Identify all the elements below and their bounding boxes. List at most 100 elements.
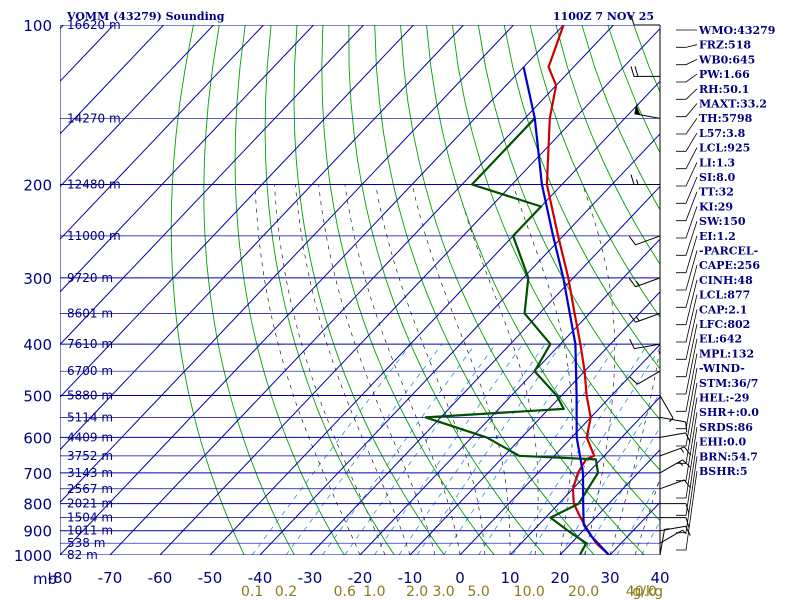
height-label: 12480 m (67, 178, 121, 192)
index-leader-line (676, 103, 698, 118)
height-label: 14270 m (67, 111, 121, 125)
temperature-tick-label: -60 (148, 569, 173, 587)
index-label: BRN:54.7 (699, 450, 758, 463)
wind-barb (634, 103, 661, 119)
temperature-tick-label: -20 (348, 569, 373, 587)
wind-barb-half-feather (669, 417, 674, 423)
temperature-tick-label: -50 (198, 569, 223, 587)
mixing-ratio-label: 1.0 (363, 584, 385, 600)
index-leader-line (676, 88, 698, 100)
index-label: SHR+:0.0 (699, 406, 759, 419)
wind-barb-staff (635, 235, 661, 246)
index-label: TT:32 (699, 186, 734, 199)
mixing-ratio-label: 10.0 (514, 584, 545, 600)
index-leader-line (676, 132, 698, 152)
wind-barb-staff (634, 343, 661, 350)
index-leader-line (676, 176, 698, 204)
chart-timestamp: 1100Z 7 NOV 25 (553, 10, 654, 23)
pressure-tick-label: 900 (23, 523, 52, 541)
wind-barb-feather (628, 278, 636, 288)
mixing-ratio-unit: g/kg (632, 584, 663, 600)
wind-barb-half-feather (635, 280, 640, 286)
index-leader-line (676, 235, 698, 274)
chart-title: VOMM (43279) Sounding (66, 10, 225, 23)
wind-barb-feather (628, 313, 636, 323)
height-label: 3143 m (67, 466, 113, 480)
isotherm-line (60, 25, 214, 188)
temperature-tick-label: 20 (550, 569, 569, 587)
height-label: 2567 m (67, 482, 113, 496)
wind-barb-feather (630, 14, 635, 26)
pressure-tick-label: 800 (23, 496, 52, 514)
wind-barb-feather (684, 446, 692, 456)
wind-barb-staff (659, 395, 674, 419)
wind-barb (629, 370, 661, 385)
wind-barb-half-feather (636, 179, 639, 185)
temperature-tick-label: 40 (650, 569, 669, 587)
index-leader-line (676, 309, 698, 360)
wind-barb-feather (634, 66, 639, 77)
height-label: 5114 m (67, 410, 113, 424)
index-label: RH:50.1 (699, 83, 749, 96)
index-label: LCL:877 (699, 289, 750, 302)
temperature-tick-label: 10 (500, 569, 519, 587)
index-leader-line (676, 456, 698, 534)
height-label: 538 m (67, 536, 105, 550)
index-label: HEL:-29 (699, 392, 749, 405)
index-label: LCL:925 (699, 142, 750, 155)
index-label: KI:29 (699, 200, 733, 213)
isotherm-line (509, 396, 660, 555)
isotherm-line (459, 343, 660, 555)
isotherm-line (60, 25, 264, 240)
height-label: 5880 m (67, 388, 113, 402)
index-label: SRDS:86 (699, 421, 753, 434)
wind-barb-staff (659, 459, 683, 474)
isotherm-line (60, 25, 464, 451)
index-leader-line (676, 191, 698, 222)
index-leader-line (676, 147, 698, 170)
index-leader-line (676, 44, 698, 48)
index-label: STM:36/7 (699, 377, 758, 390)
sounding-traces (424, 25, 611, 555)
wind-barb (628, 235, 661, 246)
index-label: LI:1.3 (699, 156, 735, 169)
index-leader-line (676, 279, 698, 326)
isotherm-line (60, 25, 164, 135)
wind-barb-feather (629, 339, 635, 349)
wind-barb (660, 503, 690, 514)
height-label: 4409 m (67, 430, 113, 444)
temperature-tick-label: -80 (48, 569, 73, 587)
wind-barb (628, 277, 661, 288)
pressure-tick-label: 600 (23, 429, 52, 447)
pressure-tick-label: 1000 (14, 547, 52, 565)
index-label: WB0:645 (698, 53, 755, 66)
height-label: 3752 m (67, 449, 113, 463)
index-leader-line (676, 441, 698, 516)
index-leader-line (676, 353, 698, 412)
index-leader-line (676, 368, 698, 430)
height-label: 8601 m (67, 306, 113, 320)
temperature-tick-label: -40 (248, 569, 273, 587)
index-label: SI:8.0 (699, 171, 736, 184)
index-leader-line (676, 206, 698, 239)
pressure-tick-label: 500 (23, 387, 52, 405)
wind-barb-half-feather (682, 529, 687, 535)
index-leader-line (676, 426, 698, 499)
mixing-ratio-label: 0.6 (334, 584, 356, 600)
height-label: 6700 m (67, 364, 113, 378)
index-label: PW:1.66 (699, 68, 750, 81)
index-label: -PARCEL- (699, 245, 758, 258)
wind-barb-half-feather (680, 448, 685, 453)
mixing-ratio-label: 40.0 (626, 584, 657, 600)
dewpoint-trace (424, 117, 600, 555)
background-grid (60, 25, 660, 555)
index-label: MAXT:33.2 (699, 98, 767, 111)
index-leader-line (676, 220, 698, 256)
index-leader-line (676, 59, 698, 66)
wind-barb-staff (659, 479, 685, 490)
isotherm-line (359, 238, 660, 555)
height-label: 16620 m (67, 18, 121, 32)
wind-barb-feather (628, 236, 636, 246)
